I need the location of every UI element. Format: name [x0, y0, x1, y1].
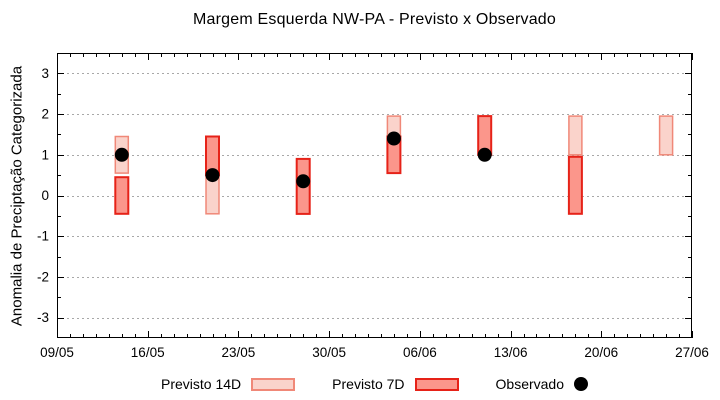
x-tick-label: 23/05	[222, 345, 256, 360]
legend-dot-observado	[574, 377, 588, 391]
observed-dot	[386, 131, 401, 146]
forecast-bar-previsto_7d	[567, 155, 583, 215]
forecast-bar-previsto_14d	[658, 115, 674, 156]
observed-dot	[114, 147, 129, 162]
legend-swatch-previsto-14d	[251, 377, 296, 391]
x-tick-label: 09/05	[40, 345, 74, 360]
legend-entry-previsto-7d: Previsto 7D	[332, 376, 459, 392]
y-tick-label: -2	[37, 269, 49, 284]
x-tick-label: 20/06	[584, 345, 618, 360]
observed-dot	[205, 168, 220, 183]
x-tick-label: 16/05	[131, 345, 165, 360]
legend-label-observado: Observado	[495, 376, 564, 392]
legend-swatch-previsto-7d	[414, 377, 459, 391]
y-tick-label: -3	[37, 310, 49, 325]
y-tick-label: 1	[41, 147, 49, 162]
y-tick-label: 3	[41, 66, 49, 81]
legend-label-previsto-7d: Previsto 7D	[332, 376, 405, 392]
observed-dot	[296, 174, 311, 189]
x-tick-label: 27/06	[675, 345, 709, 360]
y-tick-label: 0	[41, 188, 49, 203]
forecast-bar-previsto_14d	[568, 115, 583, 156]
legend-entry-previsto-14d: Previsto 14D	[161, 376, 296, 392]
legend: Previsto 14D Previsto 7D Observado	[57, 371, 692, 397]
legend-label-previsto-14d: Previsto 14D	[161, 376, 242, 392]
x-tick-label: 06/06	[403, 345, 437, 360]
observed-dot	[477, 147, 492, 162]
chart-title: Margem Esquerda NW-PA - Previsto x Obser…	[192, 11, 556, 28]
x-tick-label: 30/05	[312, 345, 346, 360]
forecast-bar-previsto_7d	[114, 176, 130, 215]
plot-border	[57, 53, 692, 338]
y-tick-label: 2	[41, 107, 49, 122]
y-tick-label: -1	[37, 229, 49, 244]
x-tick-label: 13/06	[494, 345, 528, 360]
legend-entry-observado: Observado	[496, 376, 588, 392]
